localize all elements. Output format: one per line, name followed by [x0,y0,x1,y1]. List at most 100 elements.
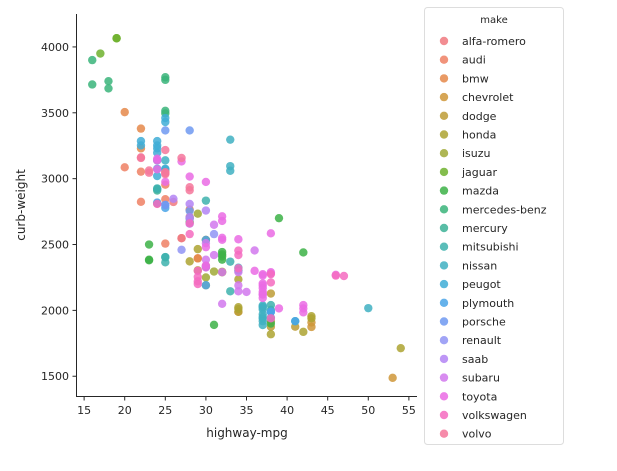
data-point [258,271,267,280]
data-point [266,269,276,279]
data-point [266,300,276,310]
data-point [144,240,154,249]
data-point [185,213,194,222]
data-point [266,314,276,323]
data-point [234,250,243,260]
data-point [299,304,308,313]
legend-item: volkswagen [439,409,527,422]
legend-label: plymouth [462,297,514,310]
legend-label: porsche [462,316,506,329]
data-point [144,166,154,175]
legend-marker [439,242,449,251]
y-tick-label: 4000 [41,41,69,54]
data-point [331,271,341,280]
data-point [177,233,186,243]
y-axis-ticks: 1500 2000 2500 3000 3500 4000 [41,41,77,383]
data-point [234,264,243,273]
legend-item: alfa-romero [439,35,526,48]
data-point [388,373,397,383]
data-point [234,287,243,296]
legend-marker [439,36,449,46]
legend-marker [439,317,449,326]
legend-item: jaguar [439,166,497,179]
data-point [193,279,202,289]
data-point [201,177,211,187]
legend-marker [439,130,449,139]
legend-label: nissan [462,259,497,272]
data-point [152,165,162,174]
data-point [209,250,219,260]
legend-marker [439,167,449,177]
legend-label: dodge [462,110,497,123]
x-tick-label: 40 [280,404,294,417]
legend-frame [424,7,564,445]
legend-item: honda [439,129,496,142]
data-point [144,256,154,265]
data-point [396,343,405,353]
data-point [201,261,211,270]
data-point [217,212,227,221]
data-point [266,278,276,287]
legend-label: jaguar [461,166,497,179]
legend-item: toyota [439,390,497,403]
legend-item: subaru [439,372,500,385]
data-point [364,303,373,313]
legend-label: subaru [462,372,500,385]
legend-label: audi [462,54,486,67]
data-point [112,34,121,43]
data-point [136,167,146,176]
legend-label: chevrolet [462,91,514,104]
data-point [234,303,243,312]
data-point [209,229,219,239]
legend-label: toyota [462,390,497,403]
data-point [136,197,146,207]
legend-label: volvo [462,428,492,441]
legend-label: mitsubishi [462,241,519,254]
data-point [193,254,202,263]
data-point [120,107,129,117]
legend-marker [439,111,449,121]
data-point [201,273,211,282]
data-point [104,84,113,93]
legend-marker [439,429,449,438]
x-tick-label: 35 [240,404,254,417]
legend-item: peugot [439,278,501,291]
legend-item: bmw [439,72,489,85]
data-point [217,250,227,259]
legend-marker [439,92,449,102]
legend-marker [439,336,449,345]
data-point [177,245,186,254]
data-point [177,153,186,163]
data-point [193,266,202,276]
legend-item: dodge [439,110,497,123]
data-point [226,135,235,144]
legend-label: alfa-romero [462,35,526,48]
legend-label: volkswagen [462,409,527,422]
points-layer [88,34,405,383]
data-point [161,200,170,210]
data-point [201,206,211,215]
legend-item: saab [439,353,488,366]
legend-marker [439,298,449,307]
data-point [185,219,194,228]
legend-marker [439,392,449,401]
data-point [88,80,97,89]
legend-marker [439,186,449,195]
legend-marker [439,373,449,382]
legend-label: peugot [462,278,501,291]
data-point [234,275,243,284]
data-point [266,307,276,317]
data-point [299,248,308,257]
legend-item: nissan [439,259,497,272]
data-point [185,183,194,192]
y-axis-label: curb-weight [14,169,28,241]
y-tick-label: 2000 [41,304,69,317]
data-point [161,177,170,187]
x-tick-label: 15 [77,404,91,417]
data-point [136,141,146,150]
legend-item: renault [439,334,502,347]
legend-item: plymouth [439,297,514,310]
data-point [185,126,194,135]
legend-marker [439,149,449,158]
